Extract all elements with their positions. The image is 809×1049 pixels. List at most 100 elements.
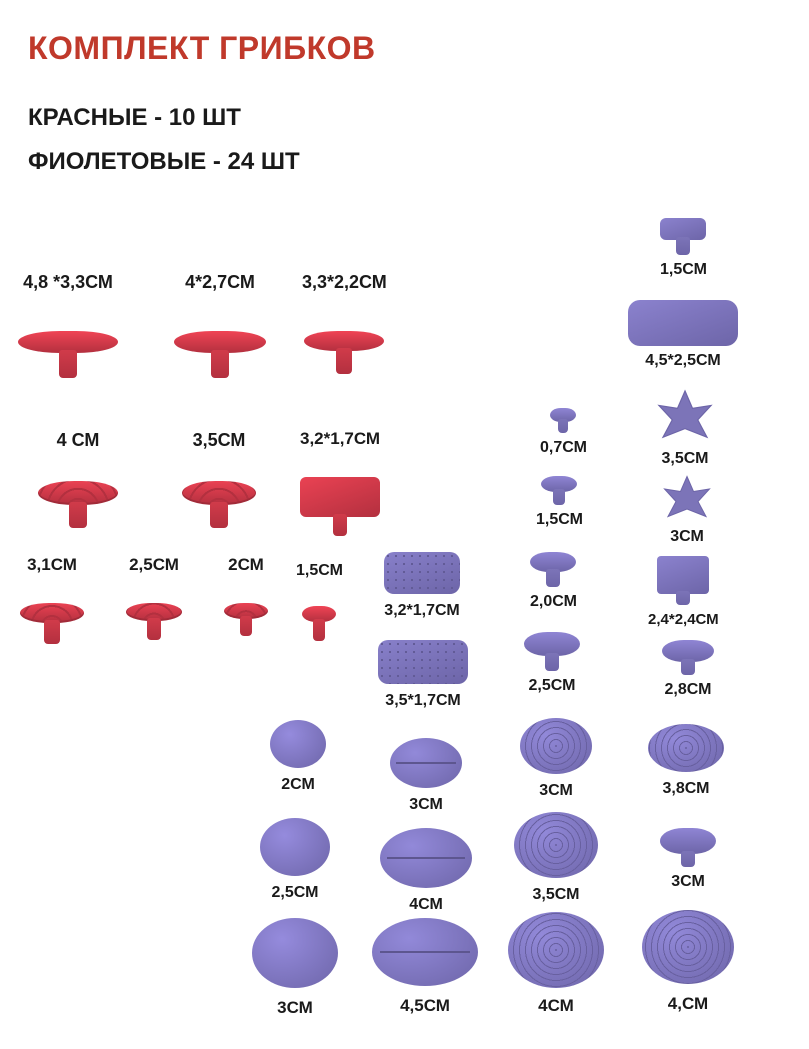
tab-graphic [648, 724, 724, 772]
tab-graphic [520, 718, 592, 774]
tab-graphic [660, 474, 714, 524]
product-item: 2СМ [270, 720, 326, 794]
tab-graphic [530, 552, 576, 587]
size-label: 2,5СМ [272, 884, 319, 902]
product-item: 4 СМ [38, 430, 118, 528]
size-label: 3СМ [539, 782, 573, 800]
product-item: 2,8СМ [662, 640, 714, 699]
size-label: 1,5СМ [536, 511, 583, 529]
tab-graphic [302, 606, 336, 641]
size-label: 4,8 *3,3СМ [23, 272, 113, 293]
tab-graphic [514, 812, 598, 878]
tab-graphic [662, 640, 714, 675]
size-label: 4,5СМ [400, 996, 450, 1016]
product-item: 2,4*2,4СМ [648, 556, 719, 628]
product-item: 3,1СМ [20, 555, 84, 644]
size-label: 2,4*2,4СМ [648, 611, 719, 628]
product-item: 3,5*1,7СМ [378, 640, 468, 710]
size-label: 2,0СМ [530, 593, 577, 611]
product-item: 4,8 *3,3СМ [18, 272, 118, 378]
tab-graphic [380, 828, 472, 888]
size-label: 1,5СМ [296, 562, 343, 580]
size-label: 3СМ [670, 528, 704, 546]
size-label: 3,5СМ [533, 886, 580, 904]
product-item: 3СМ [660, 474, 714, 546]
tab-graphic [304, 331, 384, 374]
tab-graphic [524, 632, 580, 671]
tab-graphic [657, 556, 709, 605]
tab-graphic [252, 918, 338, 988]
tab-graphic [18, 331, 118, 378]
product-item: 2СМ [224, 555, 268, 636]
tab-graphic [384, 552, 460, 594]
size-label: 3,5*1,7СМ [385, 692, 460, 710]
product-item: 4,5СМ [372, 918, 478, 1016]
product-item: 3СМ [660, 828, 716, 891]
size-label: 2,5СМ [529, 677, 576, 695]
tab-graphic [174, 331, 266, 378]
product-item: 3СМ [252, 918, 338, 1018]
subtitle-purple: ФИОЛЕТОВЫЕ - 24 ШТ [28, 148, 300, 176]
product-item: 1,5СМ [296, 562, 343, 641]
product-item: 3,2*1,7СМ [384, 552, 460, 620]
tab-graphic [182, 481, 256, 528]
tab-graphic [126, 603, 182, 640]
product-item: 3,8СМ [648, 724, 724, 798]
tab-graphic [550, 408, 576, 433]
product-item: 0,7СМ [540, 408, 587, 457]
tab-graphic [628, 300, 738, 346]
size-label: 3,5СМ [193, 430, 246, 451]
product-item: 2,5СМ [524, 632, 580, 695]
product-item: 1,5СМ [660, 218, 707, 279]
size-label: 4,5*2,5СМ [645, 352, 720, 370]
size-label: 3,2*1,7СМ [300, 429, 380, 449]
product-item: 3,5СМ [182, 430, 256, 528]
product-item: 3СМ [520, 718, 592, 800]
tab-graphic [224, 603, 268, 636]
size-label: 4 СМ [57, 430, 100, 451]
tab-graphic [260, 818, 330, 876]
size-label: 4СМ [538, 996, 574, 1016]
product-item: 4СМ [508, 912, 604, 1016]
size-label: 4,СМ [668, 994, 708, 1014]
tab-graphic [20, 603, 84, 644]
product-item: 4*2,7СМ [174, 272, 266, 378]
size-label: 3СМ [671, 873, 705, 891]
product-item: 2,0СМ [530, 552, 577, 611]
size-label: 0,7СМ [540, 439, 587, 457]
size-label: 3,1СМ [27, 555, 77, 575]
size-label: 3,2*1,7СМ [384, 602, 459, 620]
size-label: 3,5СМ [662, 450, 709, 468]
size-label: 2,5СМ [129, 555, 179, 575]
product-item: 3,3*2,2СМ [302, 272, 387, 374]
tab-graphic [372, 918, 478, 986]
tab-graphic [300, 477, 380, 536]
product-item: 4,5*2,5СМ [628, 300, 738, 370]
product-item: 2,5СМ [260, 818, 330, 902]
size-label: 3,8СМ [663, 780, 710, 798]
product-item: 3,2*1,7СМ [300, 429, 380, 536]
tab-graphic [642, 910, 734, 984]
size-label: 2СМ [281, 776, 315, 794]
tab-graphic [660, 218, 706, 255]
tab-graphic [390, 738, 462, 788]
size-label: 4*2,7СМ [185, 272, 255, 293]
product-item: 1,5СМ [536, 476, 583, 529]
product-item: 3,5СМ [654, 388, 716, 468]
page-title: КОМПЛЕКТ ГРИБКОВ [28, 30, 376, 67]
size-label: 4СМ [409, 896, 443, 914]
tab-graphic [378, 640, 468, 684]
tab-graphic [654, 388, 716, 446]
product-item: 2,5СМ [126, 555, 182, 640]
size-label: 3,3*2,2СМ [302, 272, 387, 293]
size-label: 2,8СМ [665, 681, 712, 699]
size-label: 3СМ [409, 796, 443, 814]
product-item: 3,5СМ [514, 812, 598, 904]
product-item: 4СМ [380, 828, 472, 914]
tab-graphic [38, 481, 118, 528]
product-item: 4,СМ [642, 910, 734, 1014]
size-label: 3СМ [277, 998, 313, 1018]
size-label: 1,5СМ [660, 261, 707, 279]
tab-graphic [660, 828, 716, 867]
subtitle-red: КРАСНЫЕ - 10 ШТ [28, 104, 241, 132]
